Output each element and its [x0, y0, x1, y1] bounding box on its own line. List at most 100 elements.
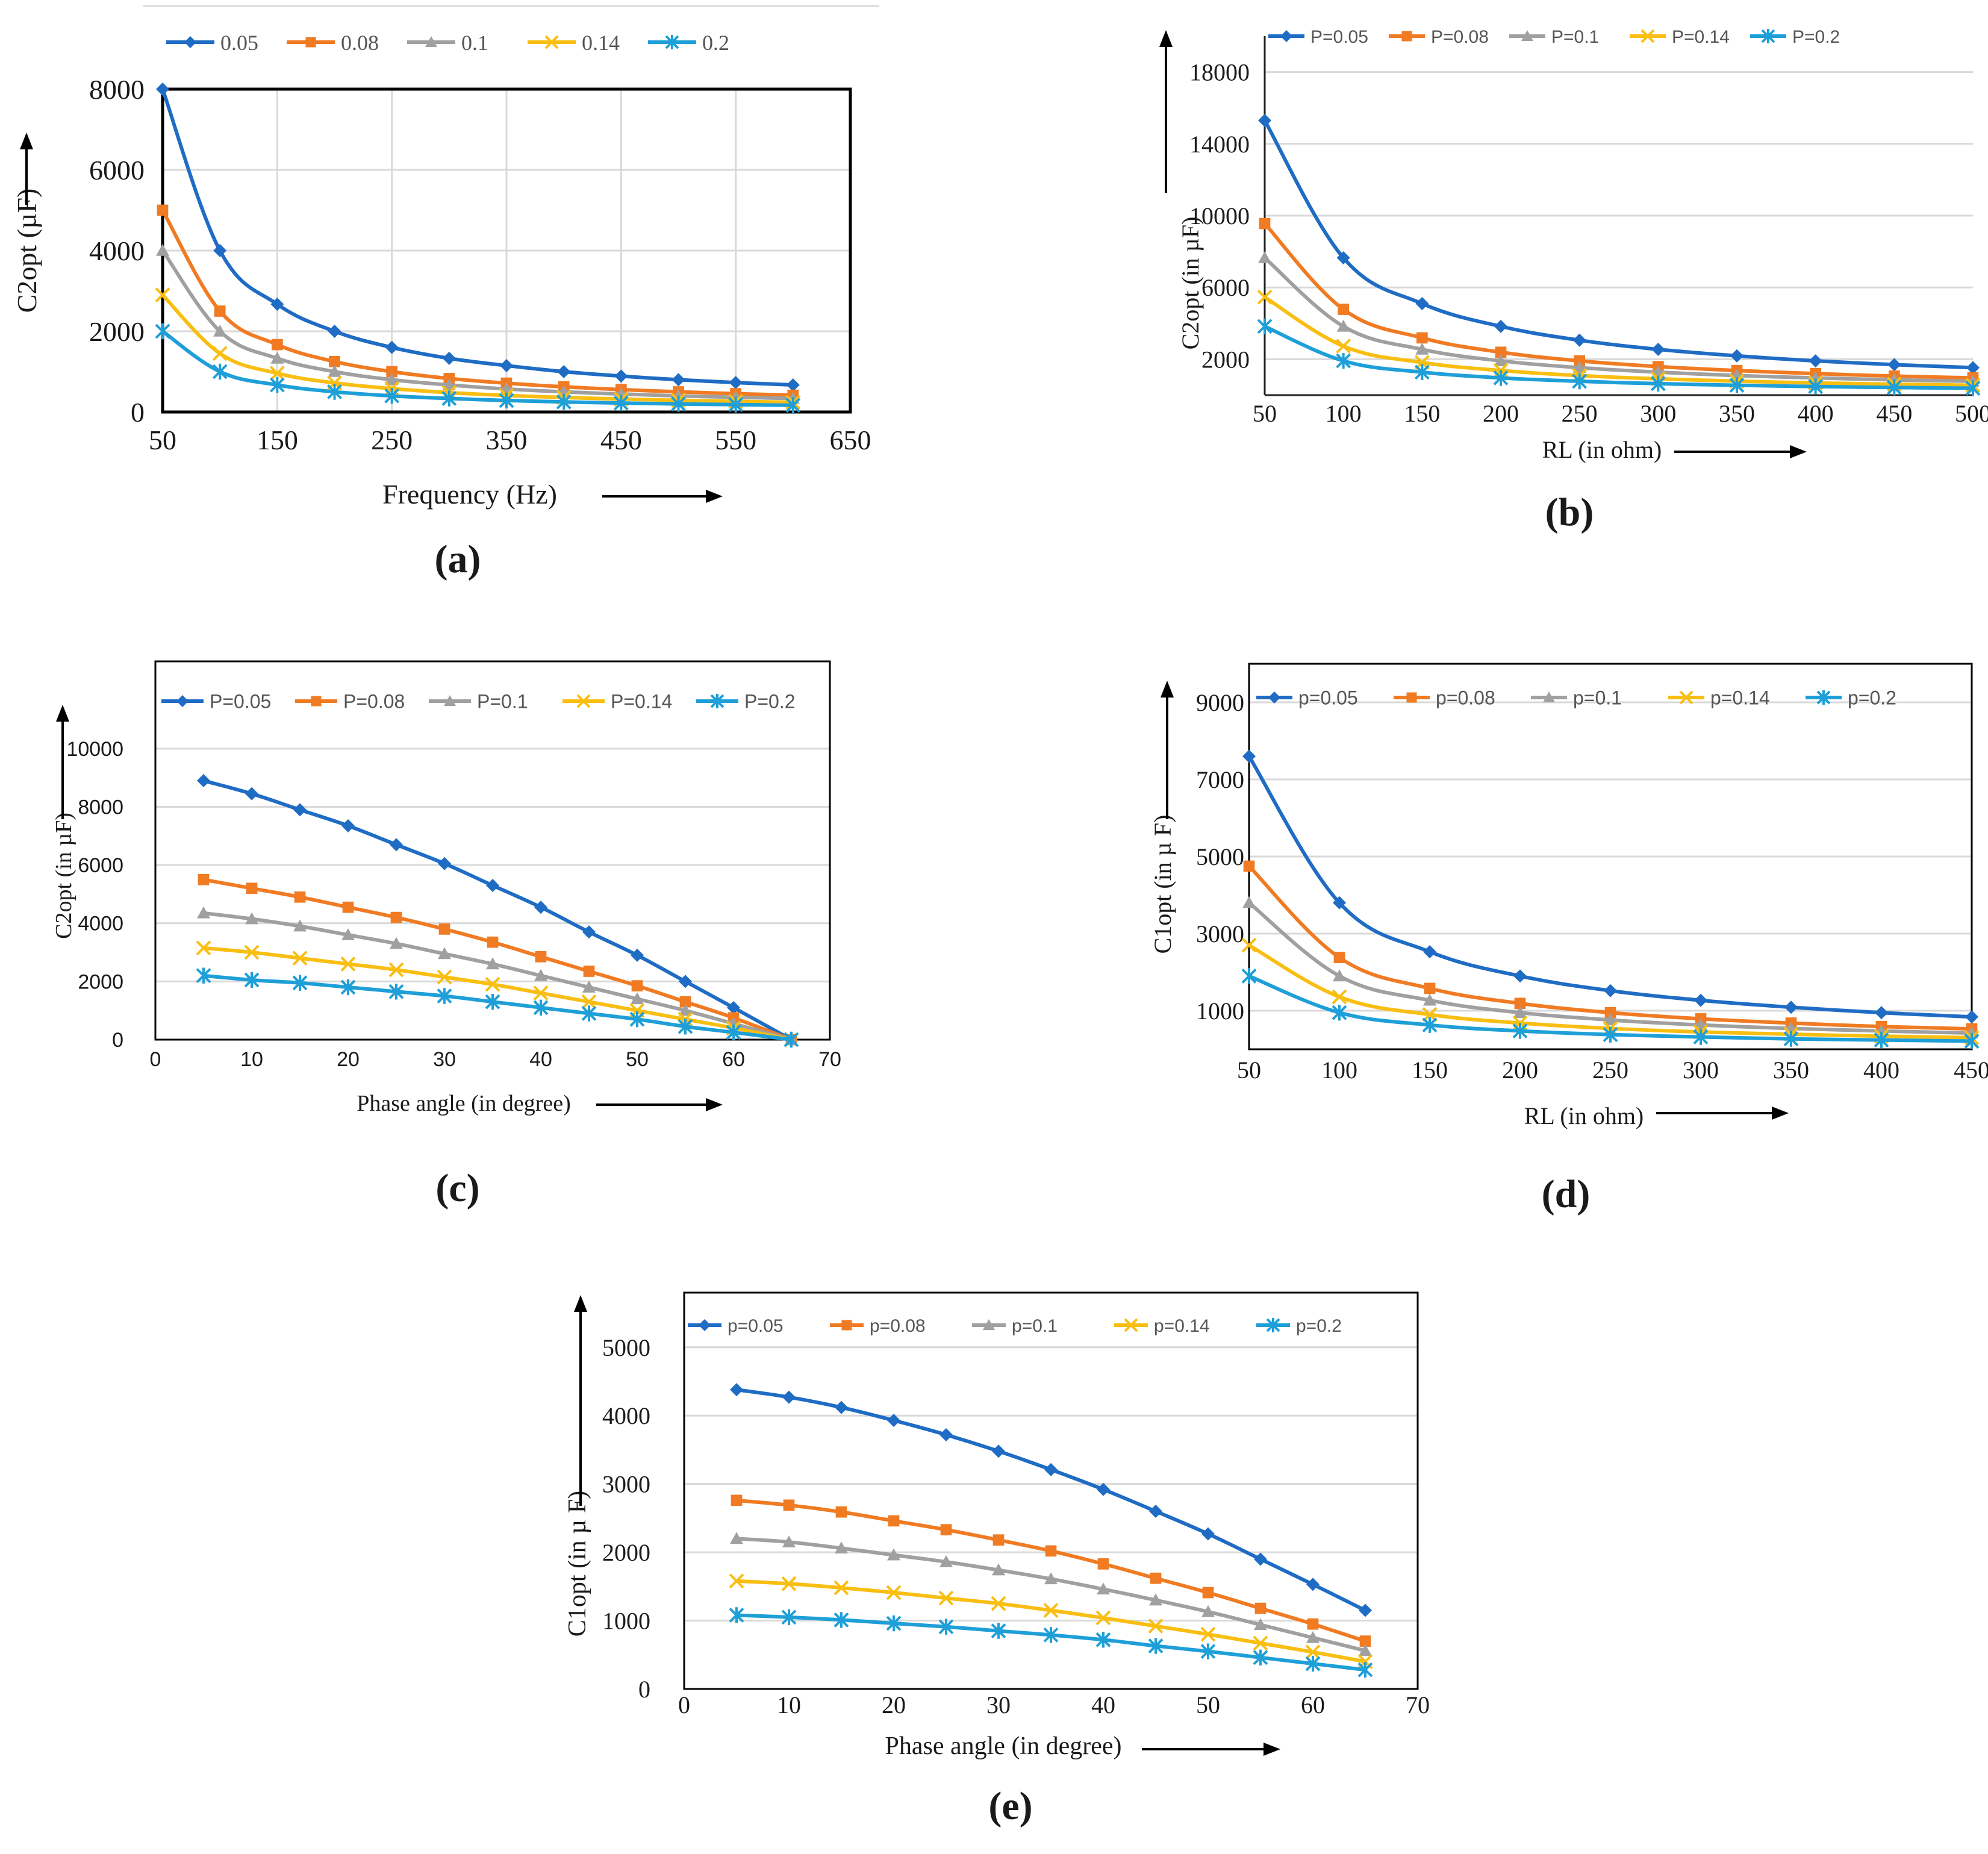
e-data-point-3: [1359, 1644, 1372, 1656]
b-x-tick-label: 250: [1562, 400, 1598, 427]
a-data-point-1: [442, 351, 456, 365]
a-data-point-5: [212, 363, 228, 380]
c-legend-marker-3: [444, 695, 456, 706]
c-y-axis-label: C2opt (in µF): [51, 813, 76, 939]
c-x-tick-label: 70: [818, 1048, 841, 1071]
c-data-point-4: [388, 962, 404, 978]
d-data-point-4: [1332, 989, 1347, 1005]
e-x-tick-label: 0: [678, 1691, 690, 1718]
b-data-point-2: [1495, 346, 1507, 358]
b-data-point-5: [1493, 370, 1509, 386]
d-data-point-2: [1333, 952, 1345, 964]
e-data-point-3: [1306, 1631, 1320, 1643]
d-legend-label-5: p=0.2: [1848, 687, 1896, 709]
c-x-tick-label: 50: [626, 1048, 649, 1071]
d-panel-label: (d): [1542, 1172, 1591, 1216]
a-y-arrow-head: [20, 133, 33, 149]
a-series-line-3: [161, 249, 793, 401]
c-data-point-3: [486, 957, 499, 970]
e-y-axis-label: C1opt (in µ F): [564, 1491, 591, 1637]
b-data-point-3: [1336, 319, 1350, 332]
e-y-tick-label: 4000: [602, 1402, 650, 1429]
e-legend-marker-4: [1124, 1318, 1138, 1332]
d-y-tick-label: 3000: [1196, 920, 1244, 947]
chart-b: 2000 6000 10000 14000 18000 50 100 150 200 250 300…: [1159, 27, 1988, 534]
d-legend-label-4: p=0.14: [1710, 687, 1770, 709]
a-legend-marker-5: [665, 35, 679, 49]
a-data-point-1: [500, 358, 513, 372]
b-data-point-5: [1414, 364, 1430, 381]
e-data-point-2: [1045, 1545, 1057, 1557]
c-legend-label-5: P=0.2: [744, 691, 796, 713]
c-data-point-5: [629, 1011, 645, 1028]
d-legend-marker-1: [1268, 691, 1280, 704]
a-data-point-1: [557, 365, 571, 378]
b-legend-label-4: P=0.14: [1672, 27, 1730, 47]
c-legend-marker-4: [576, 694, 591, 708]
e-data-point-2: [731, 1494, 743, 1506]
b-legend-marker-1: [1280, 30, 1292, 42]
c-data-point-2: [198, 873, 210, 885]
c-data-point-4: [340, 956, 356, 972]
e-data-point-3: [1044, 1572, 1058, 1585]
c-data-point-4: [244, 944, 260, 960]
d-data-point-4: [1241, 937, 1257, 953]
d-x-tick-label: 250: [1592, 1057, 1628, 1084]
c-data-point-2: [631, 980, 643, 991]
e-data-point-1: [1359, 1603, 1372, 1617]
a-panel-label: (a): [435, 537, 481, 581]
e-data-point-4: [729, 1573, 744, 1589]
d-x-tick-label: 400: [1863, 1057, 1899, 1084]
e-data-point-1: [939, 1428, 953, 1441]
e-data-point-5: [729, 1607, 744, 1623]
b-data-point-1: [1336, 251, 1350, 265]
c-data-point-3: [197, 906, 210, 919]
c-data-point-1: [341, 819, 355, 832]
e-x-tick-label: 50: [1196, 1691, 1220, 1718]
e-data-point-1: [782, 1390, 796, 1404]
c-y-tick-label: 10000: [66, 738, 123, 761]
e-data-point-5: [886, 1615, 902, 1632]
c-legend-marker-5: [710, 694, 724, 708]
e-y-tick-label: 1000: [602, 1608, 650, 1635]
d-data-point-1: [1784, 1000, 1798, 1014]
c-x-axis-label: Phase angle (in degree): [357, 1091, 571, 1116]
e-legend-label-2: p=0.08: [870, 1316, 926, 1336]
e-y-tick-label: 0: [638, 1676, 650, 1703]
d-y-tick-label: 1000: [1196, 997, 1244, 1025]
e-data-point-5: [1200, 1643, 1216, 1659]
c-data-point-1: [486, 878, 499, 892]
e-x-tick-label: 40: [1091, 1691, 1115, 1718]
c-data-point-5: [340, 979, 356, 996]
b-legend-marker-2: [1401, 31, 1412, 42]
a-y-axis-label: C2opt (µF): [11, 189, 42, 313]
c-y-tick-label: 4000: [78, 913, 123, 935]
e-x-tick-label: 70: [1406, 1691, 1430, 1718]
a-data-point-5: [499, 392, 514, 409]
b-data-point-1: [1415, 297, 1429, 311]
d-series-line-1: [1247, 755, 1972, 1019]
a-y-tick-label: 0: [131, 397, 145, 428]
e-panel-label: (e): [988, 1784, 1032, 1828]
e-data-point-5: [991, 1623, 1006, 1639]
c-data-point-3: [390, 937, 403, 949]
e-data-point-2: [1202, 1587, 1214, 1599]
c-data-point-5: [244, 972, 260, 988]
c-x-tick-label: 30: [433, 1048, 456, 1071]
e-data-point-1: [835, 1400, 848, 1414]
d-y-tick-label: 9000: [1196, 689, 1244, 716]
c-legend-marker-1: [176, 695, 189, 707]
c-data-point-1: [245, 787, 258, 801]
b-data-point-5: [1257, 318, 1273, 335]
c-data-point-4: [292, 950, 308, 966]
b-y-tick-label: 18000: [1189, 59, 1250, 86]
b-legend-label-3: P=0.1: [1551, 27, 1599, 47]
a-data-point-3: [385, 373, 399, 385]
a-series-line-1: [161, 88, 793, 387]
d-plot-frame: [1248, 663, 1973, 1050]
d-data-point-1: [1423, 945, 1436, 959]
c-data-point-4: [533, 985, 549, 1001]
c-data-point-5: [726, 1024, 741, 1041]
e-data-point-5: [781, 1609, 797, 1626]
c-y-tick-label: 6000: [78, 854, 123, 877]
